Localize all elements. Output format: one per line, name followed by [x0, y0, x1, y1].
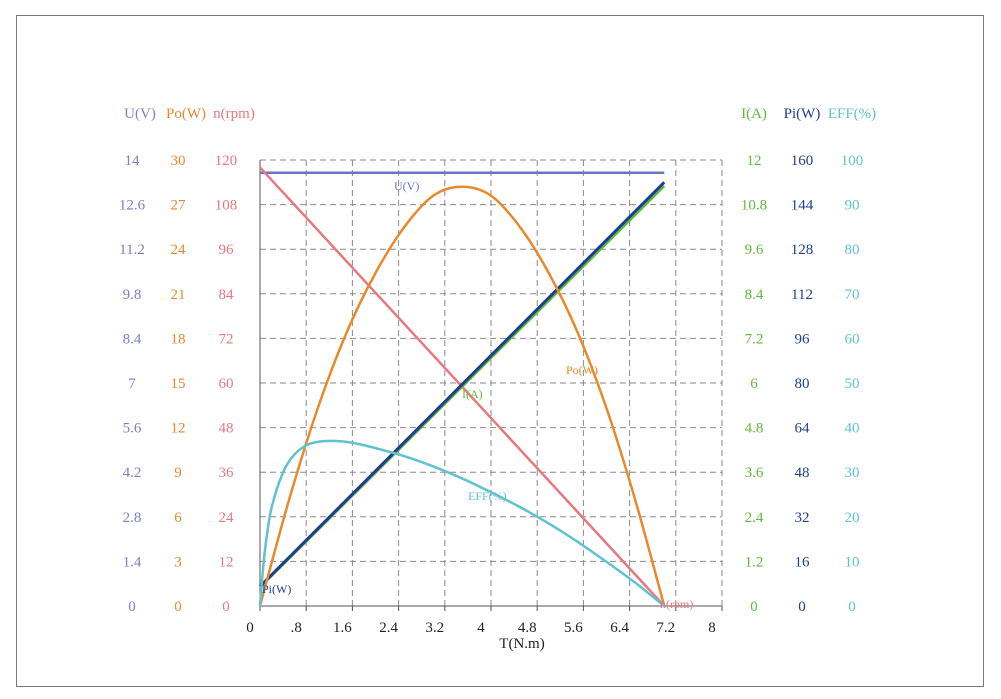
y-tick-label-n: 24 [219, 510, 235, 526]
y-tick-label-po: 21 [171, 287, 186, 303]
x-tick-label: 8 [708, 620, 716, 636]
y-tick-label-pi: 64 [795, 421, 811, 437]
y-tick-label-po: 30 [171, 153, 186, 169]
y-tick-label-u: 7 [128, 376, 136, 392]
series-label-i: I(A) [462, 387, 483, 401]
y-tick-label-u: 0 [128, 599, 136, 615]
y-tick-label-i: 10.8 [741, 198, 767, 214]
y-tick-label-po: 0 [174, 599, 182, 615]
y-tick-label-n: 72 [219, 331, 234, 347]
x-tick-label: 7.2 [656, 620, 675, 636]
y-tick-label-i: 12 [747, 153, 762, 169]
y-tick-label-n: 96 [219, 242, 235, 258]
y-axis-title-n: n(rpm) [213, 106, 255, 122]
y-tick-label-po: 6 [174, 510, 182, 526]
y-tick-label-eff: 90 [845, 198, 860, 214]
y-tick-label-u: 2.8 [123, 510, 142, 526]
x-tick-label: 3.2 [425, 620, 444, 636]
y-tick-label-i: 1.2 [745, 554, 764, 570]
y-tick-label-po: 18 [171, 331, 186, 347]
x-tick-label: 5.6 [564, 620, 583, 636]
y-tick-label-i: 3.6 [745, 465, 764, 481]
y-tick-label-eff: 10 [845, 554, 860, 570]
y-tick-label-pi: 128 [791, 242, 814, 258]
y-tick-label-eff: 70 [845, 287, 860, 303]
y-tick-label-pi: 144 [791, 198, 814, 214]
y-tick-label-n: 120 [215, 153, 238, 169]
y-tick-label-eff: 20 [845, 510, 860, 526]
y-tick-label-u: 12.6 [119, 198, 146, 214]
y-tick-label-i: 7.2 [745, 331, 764, 347]
y-tick-label-pi: 80 [795, 376, 810, 392]
y-tick-label-eff: 0 [848, 599, 856, 615]
y-tick-label-i: 9.6 [745, 242, 764, 258]
y-tick-label-u: 1.4 [123, 554, 142, 570]
y-tick-label-pi: 32 [795, 510, 810, 526]
x-tick-label: 2.4 [379, 620, 398, 636]
y-tick-label-po: 9 [174, 465, 182, 481]
y-tick-label-n: 84 [219, 287, 235, 303]
chart-frame [16, 15, 984, 687]
y-tick-label-eff: 40 [845, 421, 860, 437]
y-tick-label-po: 27 [171, 198, 187, 214]
y-tick-label-eff: 80 [845, 242, 860, 258]
y-tick-label-eff: 30 [845, 465, 860, 481]
y-tick-label-n: 36 [219, 465, 235, 481]
y-tick-label-u: 11.2 [119, 242, 145, 258]
y-axis-title-i: I(A) [741, 106, 767, 122]
series-line-po [258, 185, 666, 607]
y-tick-label-n: 48 [219, 421, 234, 437]
y-tick-label-pi: 0 [798, 599, 806, 615]
series-line-pi [258, 181, 666, 588]
y-tick-label-n: 12 [219, 554, 234, 570]
x-tick-label: .8 [291, 620, 302, 636]
series-label-po: Po(W) [566, 363, 598, 377]
series-label-n: n(rpm) [660, 597, 693, 611]
y-tick-label-pi: 16 [795, 554, 811, 570]
series-label-eff: EFF(%) [468, 489, 507, 503]
y-tick-label-u: 14 [125, 153, 141, 169]
y-tick-label-po: 3 [174, 554, 182, 570]
x-tick-label: 4.8 [518, 620, 537, 636]
y-tick-label-n: 0 [222, 599, 230, 615]
y-tick-label-po: 12 [171, 421, 186, 437]
y-tick-label-po: 24 [171, 242, 187, 258]
y-tick-label-u: 9.8 [123, 287, 142, 303]
y-tick-label-eff: 50 [845, 376, 860, 392]
y-tick-label-pi: 48 [795, 465, 810, 481]
y-tick-label-pi: 112 [791, 287, 813, 303]
y-axis-title-po: Po(W) [166, 106, 206, 122]
x-axis-title: T(N.m) [499, 636, 544, 652]
y-tick-label-u: 4.2 [123, 465, 142, 481]
y-tick-label-i: 4.8 [745, 421, 764, 437]
series-line-eff [258, 439, 666, 607]
y-axis-title-u: U(V) [124, 106, 156, 122]
y-tick-label-n: 108 [215, 198, 238, 214]
x-tick-label: 4 [477, 620, 485, 636]
y-axis-title-pi: Pi(W) [784, 106, 821, 122]
x-tick-label: 6.4 [610, 620, 629, 636]
y-tick-label-i: 0 [750, 599, 758, 615]
y-axis-title-eff: EFF(%) [828, 106, 876, 122]
y-tick-label-n: 60 [219, 376, 234, 392]
y-tick-label-u: 8.4 [123, 331, 142, 347]
y-tick-label-po: 15 [171, 376, 186, 392]
y-tick-label-pi: 160 [791, 153, 814, 169]
y-tick-label-i: 2.4 [745, 510, 764, 526]
y-tick-label-eff: 60 [845, 331, 860, 347]
x-tick-label: 1.6 [333, 620, 352, 636]
series-label-pi: Pi(W) [262, 582, 291, 596]
y-tick-label-eff: 100 [841, 153, 864, 169]
y-tick-label-i: 6 [750, 376, 758, 392]
series-label-u: U(V) [394, 179, 419, 193]
y-tick-label-pi: 96 [795, 331, 811, 347]
y-tick-label-u: 5.6 [123, 421, 142, 437]
y-tick-label-i: 8.4 [745, 287, 764, 303]
x-tick-label: 0 [246, 620, 254, 636]
